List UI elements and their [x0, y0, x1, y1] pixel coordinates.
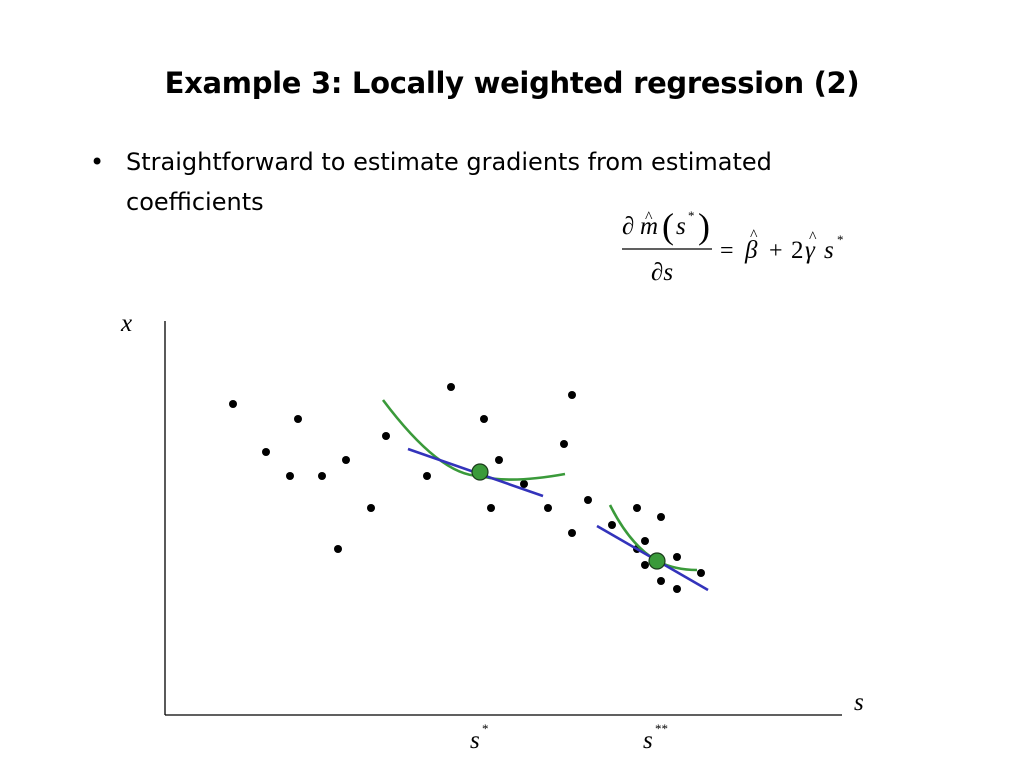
scatter-point: [608, 521, 616, 529]
scatter-point: [633, 504, 641, 512]
formula-plus: +: [769, 238, 783, 264]
scatter-point: [423, 472, 431, 480]
scatter-point: [641, 537, 649, 545]
s-double-star-marker: s **: [643, 721, 668, 754]
scatter-point: [520, 480, 528, 488]
axes: x s: [120, 310, 864, 716]
scatter-point: [318, 472, 326, 480]
scatter-point: [544, 504, 552, 512]
scatter-point: [560, 440, 568, 448]
scatter-point: [673, 585, 681, 593]
scatter-point: [657, 513, 665, 521]
x-axis-label: s: [854, 689, 864, 716]
scatter-point: [286, 472, 294, 480]
local-fit-s-double-star: [596, 504, 709, 592]
formula-m: m: [640, 213, 658, 240]
scatter-point: [568, 391, 576, 399]
scatter-point: [229, 400, 237, 408]
y-axis-label: x: [120, 310, 132, 337]
scatter-point: [367, 504, 375, 512]
formula-gamma-hat: ^: [809, 229, 817, 246]
slide-title: Example 3: Locally weighted regression (…: [164, 66, 860, 100]
formula-numerator-s: s: [676, 213, 686, 240]
bullet-list: • Straightforward to estimate gradients …: [90, 142, 890, 222]
s-star-base: s: [470, 727, 480, 754]
scatter-point: [447, 383, 455, 391]
bullet-mark: •: [90, 148, 105, 176]
estimate-point-s-star: [471, 463, 489, 481]
formula-close-paren: ): [698, 206, 710, 246]
s-double-star-superscript: **: [655, 721, 668, 736]
scatter-point: [487, 504, 495, 512]
scatter-point: [657, 577, 665, 585]
scatter-point: [584, 496, 592, 504]
gradient-formula: ∂ m ^ ( s * ) ∂s = β ^ + 2 γ ^ s *: [622, 206, 844, 286]
scatter-point: [294, 415, 302, 423]
formula-numerator-star: *: [688, 208, 695, 223]
formula-two: 2: [791, 237, 804, 264]
scatter-point: [641, 561, 649, 569]
estimate-point-s-double-star: [648, 552, 666, 570]
scatter-points: [229, 383, 705, 593]
scatter-point: [697, 569, 705, 577]
formula-gamma: γ: [805, 237, 816, 264]
formula-equals: =: [720, 238, 734, 264]
scatter-point: [495, 456, 503, 464]
formula-s-star: *: [837, 232, 844, 247]
scatter-point: [673, 553, 681, 561]
formula-m-hat: ^: [645, 209, 653, 226]
formula-denominator: ∂s: [651, 259, 673, 286]
s-star-superscript: *: [482, 721, 489, 736]
s-double-star-base: s: [643, 727, 653, 754]
formula-s: s: [824, 237, 834, 264]
s-star-marker: s *: [470, 721, 489, 754]
scatter-point: [480, 415, 488, 423]
formula-open-paren: (: [662, 206, 674, 246]
scatter-point: [262, 448, 270, 456]
bullet-text: Straightforward to estimate gradients fr…: [126, 148, 772, 216]
scatter-point: [382, 432, 390, 440]
bullet-item: • Straightforward to estimate gradients …: [90, 142, 866, 222]
formula-partial-m: ∂: [622, 213, 634, 240]
scatter-point: [568, 529, 576, 537]
local-fit-s-star: [381, 399, 566, 498]
scatter-point: [334, 545, 342, 553]
scatter-point: [342, 456, 350, 464]
formula-beta-hat: ^: [750, 227, 758, 244]
formula-beta: β: [744, 237, 758, 264]
